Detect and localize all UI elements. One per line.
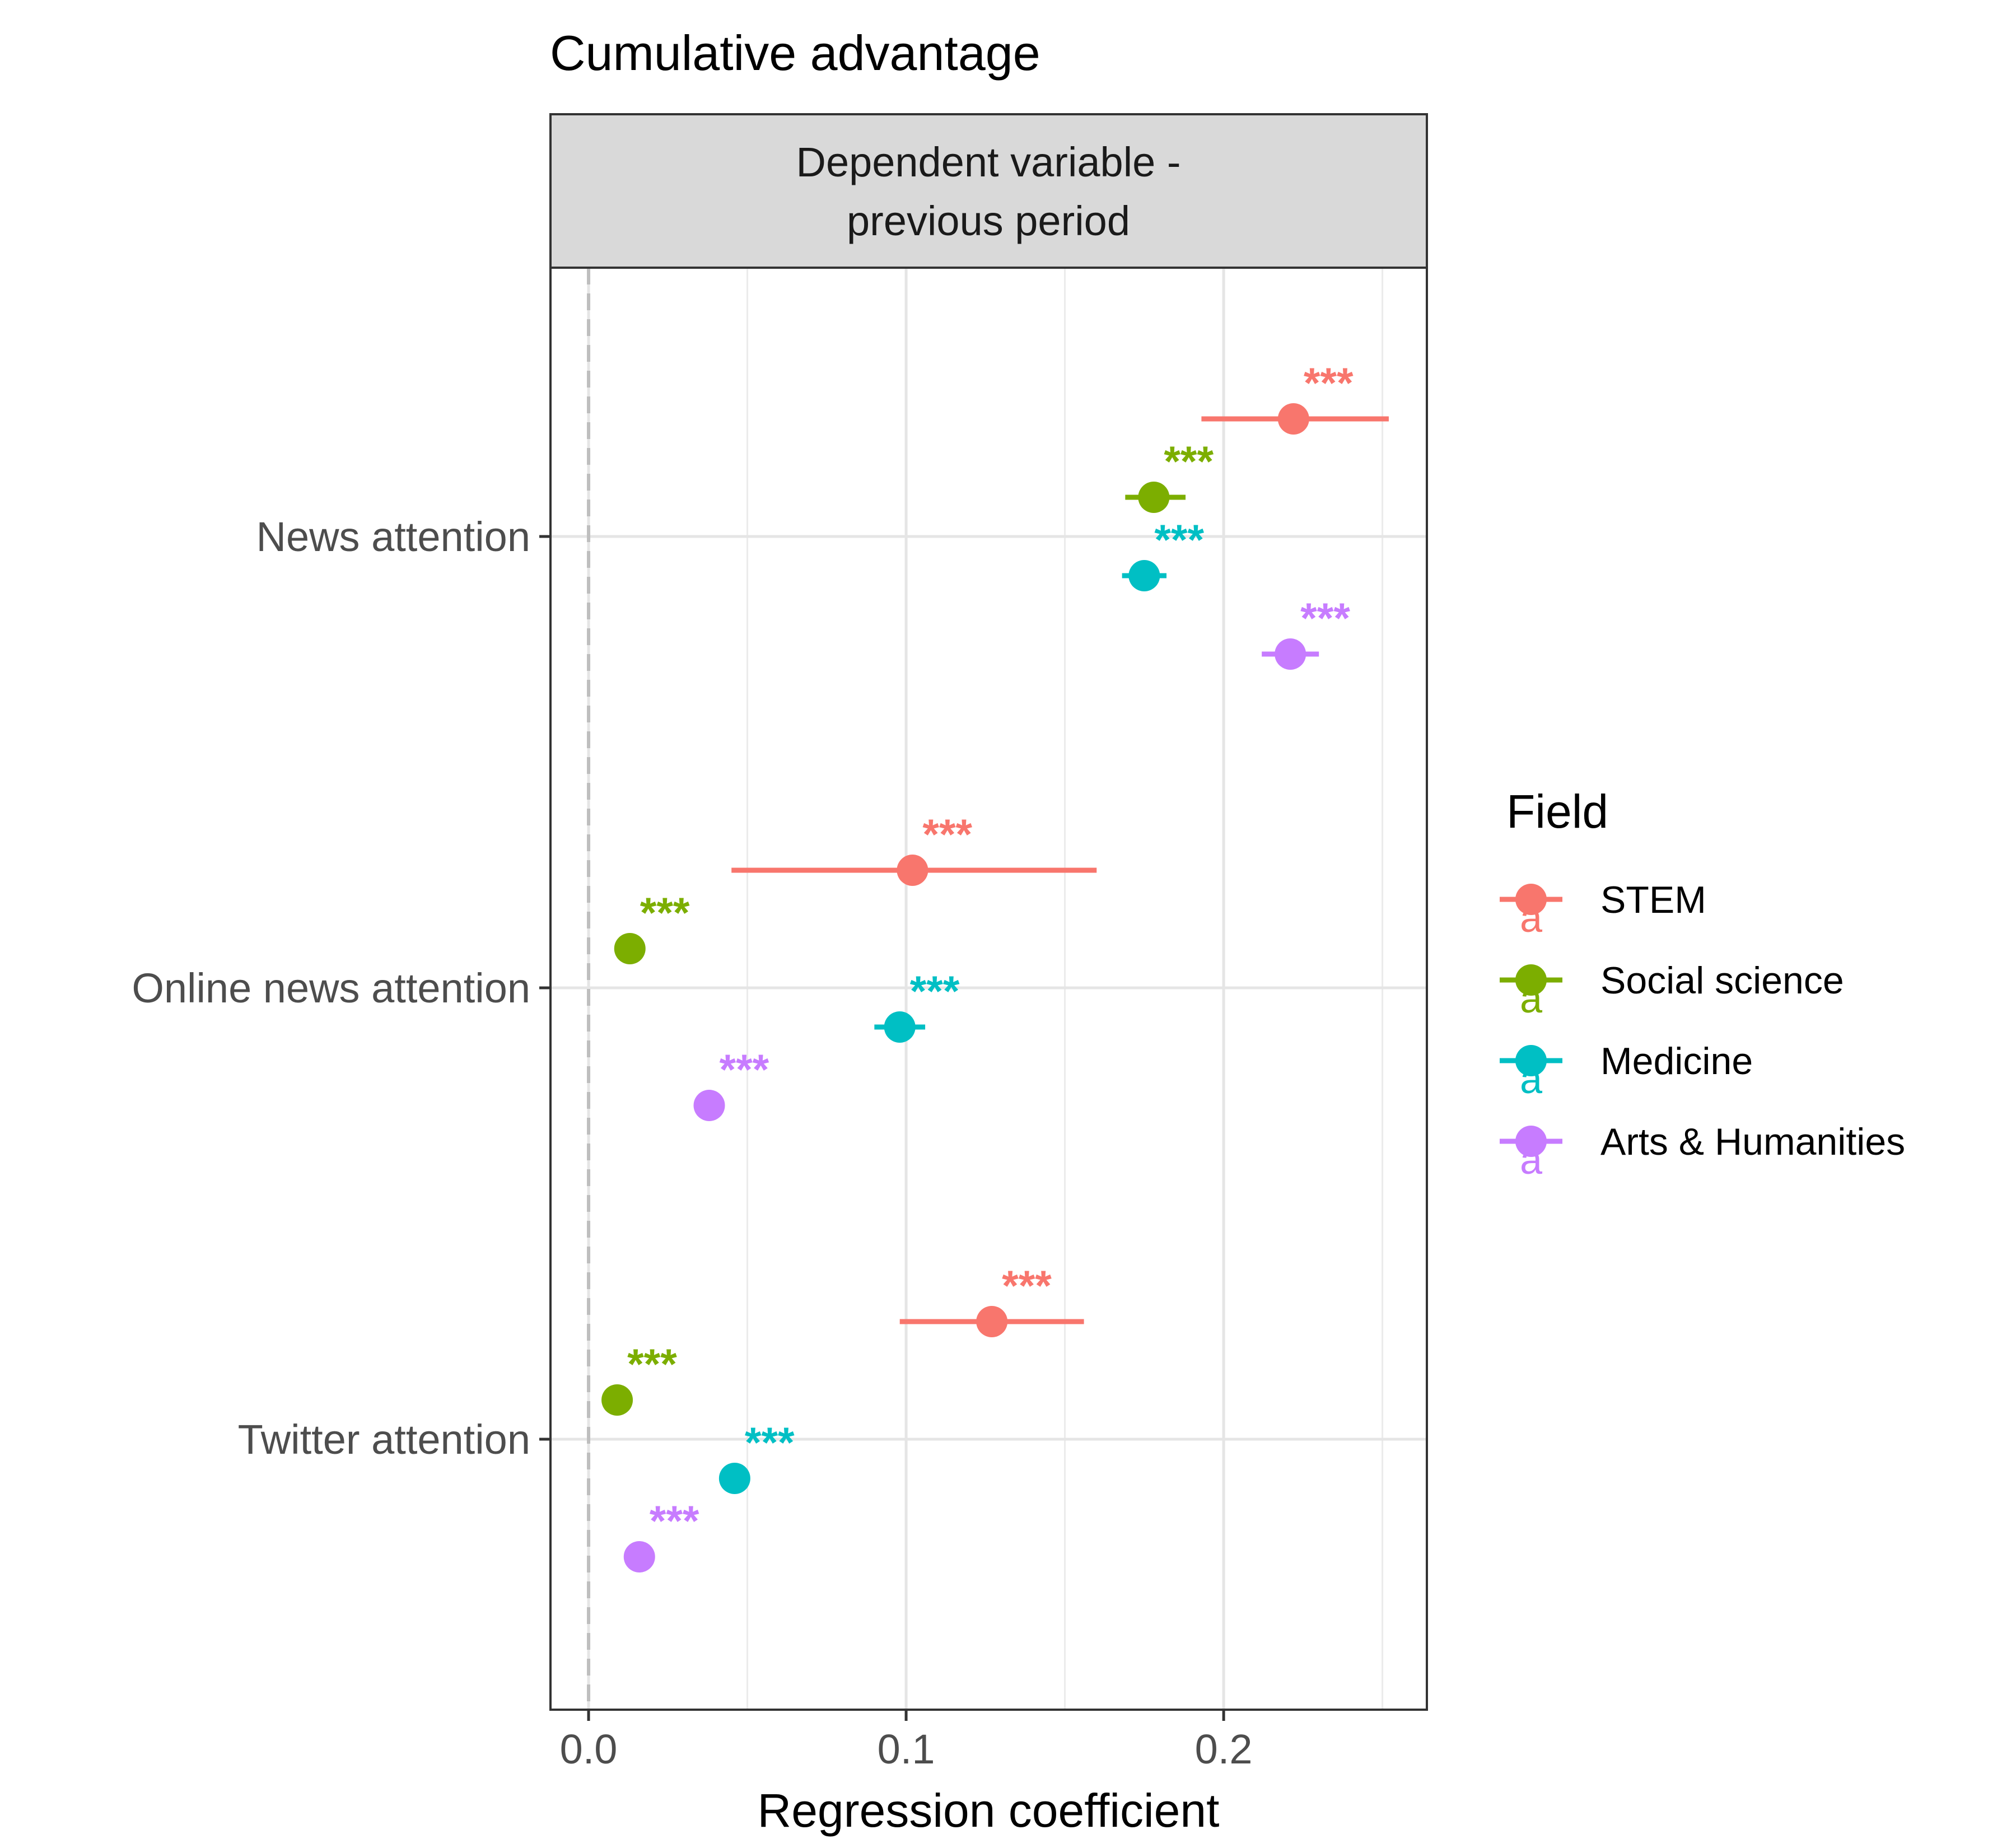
- significance-label: ***: [922, 811, 972, 858]
- x-tick-label: 0.1: [878, 1726, 935, 1772]
- legend-key-point: [1515, 1126, 1547, 1157]
- significance-label: ***: [1164, 438, 1214, 486]
- point-estimate: [693, 1090, 725, 1121]
- legend-key-text-glyph: a: [1520, 1057, 1543, 1102]
- x-tick-label: 0.0: [560, 1726, 618, 1772]
- x-axis-title: Regression coefficient: [758, 1784, 1220, 1837]
- series-social-science: *** *** ***: [601, 438, 1214, 1416]
- point-estimate: [614, 933, 646, 964]
- significance-label: ***: [1002, 1262, 1052, 1310]
- legend-label: STEM: [1600, 879, 1706, 921]
- significance-label: ***: [650, 1497, 699, 1545]
- point-estimate: [623, 1541, 655, 1572]
- x-tick-label: 0.2: [1195, 1726, 1253, 1772]
- legend: Field a STEM a Social science a Medicine a Arts…: [1500, 785, 1905, 1183]
- point-estimate: [1128, 560, 1160, 591]
- significance-label: ***: [1154, 516, 1204, 564]
- y-tick-label: News attention: [256, 514, 531, 560]
- point-estimate: [1277, 403, 1309, 435]
- y-tick-label: Twitter attention: [238, 1416, 530, 1463]
- point-estimate: [1138, 482, 1170, 513]
- significance-label: ***: [640, 889, 690, 937]
- legend-key-text-glyph: a: [1520, 1138, 1543, 1183]
- point-estimate: [897, 855, 928, 886]
- point-estimate: [601, 1384, 633, 1416]
- legend-item: a Arts & Humanities: [1500, 1121, 1905, 1183]
- marks-layer: *** *** *** *** *** *** *** *** *** *** *** ***: [601, 360, 1389, 1572]
- facet-strip-label-line2: previous period: [847, 198, 1130, 244]
- series-stem: *** *** ***: [731, 360, 1389, 1337]
- significance-label: ***: [745, 1419, 795, 1467]
- significance-label: ***: [720, 1046, 769, 1094]
- legend-key-text-glyph: a: [1520, 977, 1543, 1021]
- legend-title: Field: [1506, 785, 1608, 838]
- series-medicine: *** *** ***: [718, 516, 1204, 1494]
- legend-key-point: [1515, 1045, 1547, 1076]
- legend-label: Arts & Humanities: [1600, 1121, 1905, 1163]
- legend-item: a Medicine: [1500, 1040, 1753, 1102]
- significance-label: ***: [627, 1341, 677, 1388]
- legend-item: a STEM: [1500, 879, 1706, 941]
- y-tick-label: Online news attention: [132, 965, 530, 1011]
- point-estimate: [1275, 638, 1306, 670]
- significance-label: ***: [1300, 595, 1350, 642]
- point-estimate: [976, 1306, 1008, 1337]
- legend-item: a Social science: [1500, 959, 1844, 1021]
- legend-key-point: [1515, 964, 1547, 996]
- significance-label: ***: [910, 968, 960, 1015]
- legend-key-text-glyph: a: [1520, 896, 1543, 941]
- point-estimate: [884, 1011, 916, 1043]
- legend-key-point: [1515, 884, 1547, 915]
- legend-label: Social science: [1600, 959, 1844, 1002]
- axis-layer: News attention Online news attention Twitt…: [132, 514, 1252, 1772]
- facet-strip-label-line1: Dependent variable -: [796, 139, 1181, 185]
- legend-label: Medicine: [1600, 1040, 1753, 1082]
- chart-title: Cumulative advantage: [550, 25, 1040, 81]
- point-estimate: [718, 1463, 750, 1494]
- series-arts-humanities: *** *** ***: [623, 595, 1350, 1572]
- facet-strip: [549, 113, 1428, 269]
- grid-layer: [550, 268, 1427, 1710]
- significance-label: ***: [1304, 360, 1354, 407]
